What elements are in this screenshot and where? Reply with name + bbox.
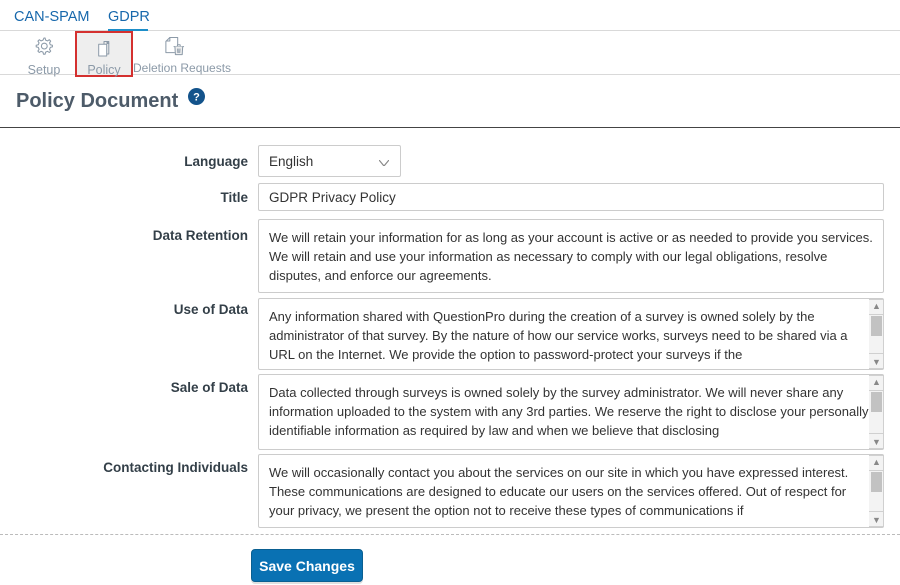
svg-text:?: ? xyxy=(193,92,200,104)
